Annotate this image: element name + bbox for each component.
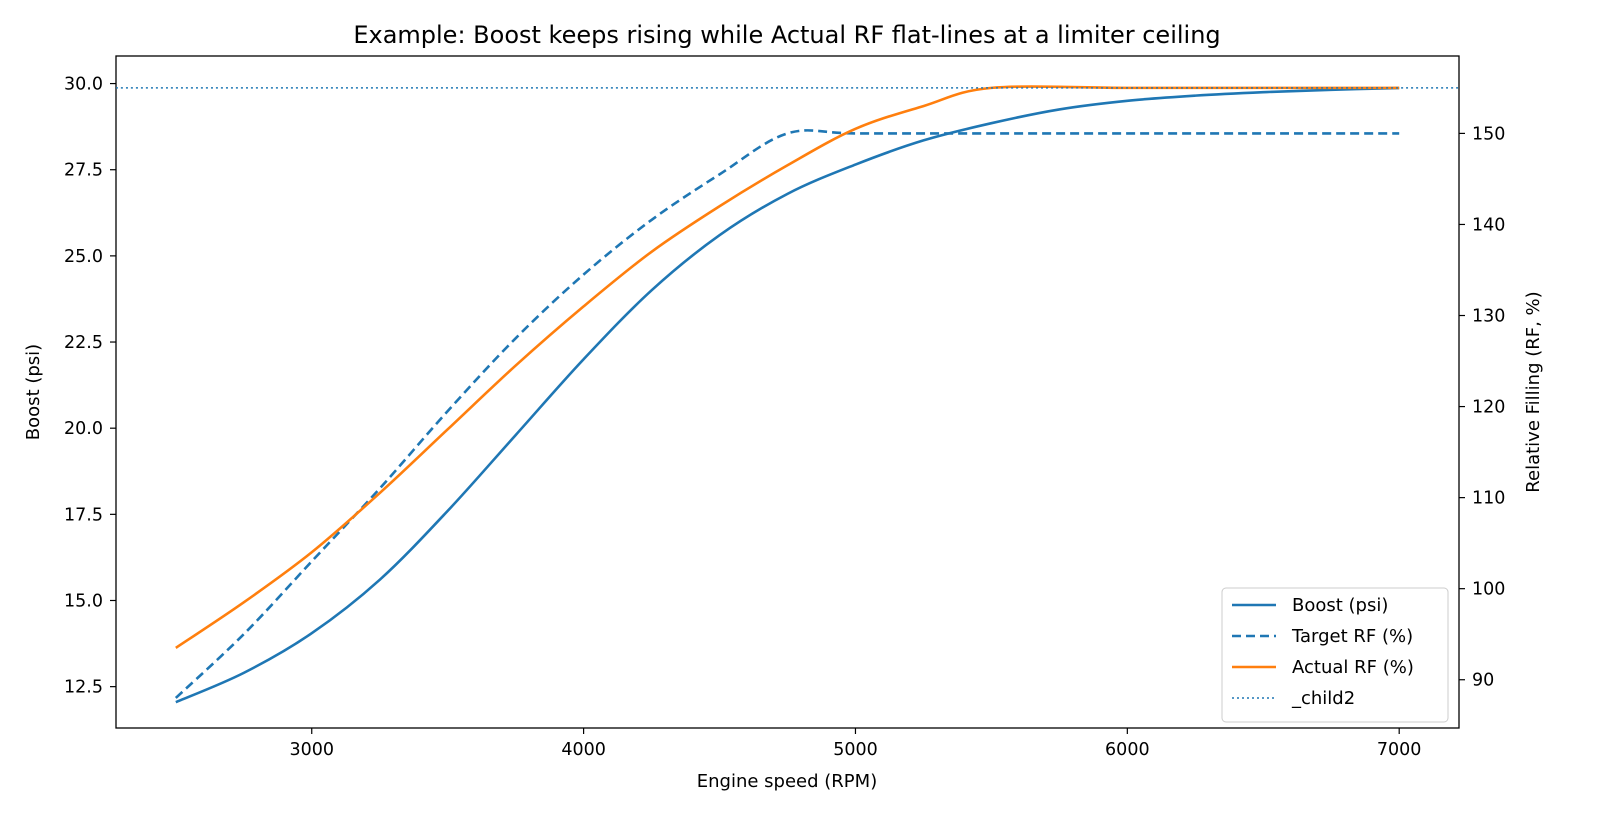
x-axis-label: Engine speed (RPM) <box>697 771 877 792</box>
y2-tick-label: 130 <box>1472 307 1505 327</box>
legend-box <box>1221 587 1449 723</box>
y-tick-label: 25.0 <box>64 247 103 267</box>
y2-axis-label: Relative Filling (RF, %) <box>1523 291 1544 492</box>
y-tick-label: 22.5 <box>64 333 103 353</box>
y-tick-label: 17.5 <box>64 505 103 525</box>
series-line-3 <box>175 85 1400 649</box>
series-lines <box>116 85 1459 704</box>
y-tick-label: 20.0 <box>64 419 103 439</box>
legend-label: Target RF (%) <box>1291 626 1413 647</box>
legend-label: _child2 <box>1291 688 1355 709</box>
plot-frame <box>115 55 1460 729</box>
legend-label: Boost (psi) <box>1292 595 1388 616</box>
y2-tick-label: 120 <box>1472 398 1505 418</box>
y-axis-ticks: 12.5 15.0 17.5 20.0 22.5 25.0 27.5 30.0 <box>64 75 116 698</box>
x-tick-label: 3000 <box>289 740 334 760</box>
series-line-2 <box>174 129 1400 699</box>
y2-tick-label: 110 <box>1472 489 1505 509</box>
x-tick-label: 4000 <box>561 740 606 760</box>
y2-axis-ticks: 90 100 110 120 130 140 150 <box>1459 124 1505 691</box>
y-tick-label: 15.0 <box>64 591 103 611</box>
series-line-1 <box>175 86 1400 704</box>
y2-tick-label: 100 <box>1472 580 1505 600</box>
legend: Boost (psi) Target RF (%) Actual RF (%) _ch… <box>1221 587 1449 723</box>
x-tick-label: 6000 <box>1105 740 1150 760</box>
chart-title: Example: Boost keeps rising while Actual… <box>353 21 1220 49</box>
y2-tick-label: 150 <box>1472 124 1505 144</box>
y-axis-label: Boost (psi) <box>23 344 44 440</box>
y2-tick-label: 90 <box>1472 671 1494 691</box>
y-tick-label: 27.5 <box>64 161 103 181</box>
legend-label: Actual RF (%) <box>1292 657 1414 678</box>
x-tick-label: 7000 <box>1377 740 1422 760</box>
y2-tick-label: 140 <box>1472 215 1505 235</box>
y-tick-label: 12.5 <box>64 678 103 698</box>
x-tick-label: 5000 <box>833 740 878 760</box>
x-axis-ticks: 3000 4000 5000 6000 7000 <box>289 728 1421 760</box>
y-tick-label: 30.0 <box>64 75 103 95</box>
